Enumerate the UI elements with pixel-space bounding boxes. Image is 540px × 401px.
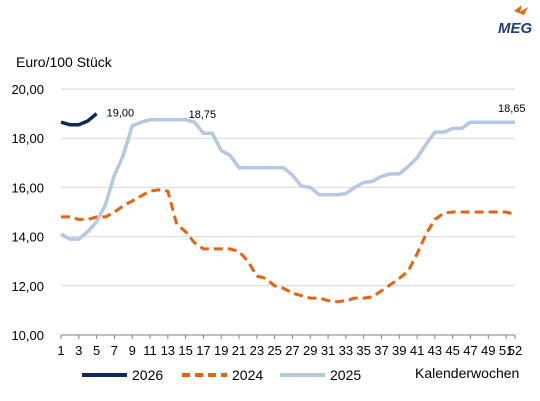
x-tick-label: 45 bbox=[445, 343, 459, 358]
logo-flame-icon bbox=[514, 5, 528, 15]
x-tick-label: 41 bbox=[410, 343, 424, 358]
y-tick-labels: 10,00 12,00 14,00 16,00 18,00 20,00 bbox=[11, 82, 44, 343]
x-tick-label: 33 bbox=[339, 343, 353, 358]
x-tick-label: 27 bbox=[285, 343, 299, 358]
x-tick-label: 17 bbox=[196, 343, 210, 358]
data-label: 18,75 bbox=[189, 109, 217, 121]
y-tick-label: 14,00 bbox=[11, 230, 44, 245]
x-tick-label: 39 bbox=[392, 343, 406, 358]
x-tick-label: 35 bbox=[356, 343, 370, 358]
x-tick-label: 5 bbox=[93, 343, 100, 358]
x-tick-label: 23 bbox=[250, 343, 264, 358]
x-tick-label: 21 bbox=[232, 343, 246, 358]
x-tick-label: 31 bbox=[321, 343, 335, 358]
x-tick-labels: 1 3 5 7 9 11 13 15 17 19 21 23 25 27 29 31 33 35 37 39 41 43 4… bbox=[57, 343, 522, 358]
x-tick-label: 1 bbox=[57, 343, 64, 358]
series-2025-line bbox=[60, 118, 515, 241]
x-axis-label: Kalenderwochen bbox=[415, 365, 519, 381]
legend-label-2026: 2026 bbox=[132, 367, 163, 383]
series-2026-line bbox=[60, 112, 98, 127]
x-tick-label: 47 bbox=[463, 343, 477, 358]
data-annotations: 19,00 18,75 18,65 bbox=[107, 103, 526, 121]
x-tick-label: 29 bbox=[303, 343, 317, 358]
x-tick-label: 13 bbox=[161, 343, 175, 358]
meg-logo: MEG bbox=[498, 5, 533, 37]
y-tick-label: 18,00 bbox=[11, 131, 44, 146]
x-tick-label: 37 bbox=[374, 343, 388, 358]
series-lines bbox=[60, 112, 516, 304]
x-tick-label: 43 bbox=[428, 343, 442, 358]
x-tick-label: 15 bbox=[178, 343, 192, 358]
x-tick-label: 11 bbox=[143, 343, 157, 358]
y-tick-label: 12,00 bbox=[11, 279, 44, 294]
y-tick-label: 16,00 bbox=[11, 180, 44, 195]
y-tick-label: 10,00 bbox=[11, 328, 44, 343]
y-tick-label: 20,00 bbox=[11, 82, 44, 97]
x-tick-label: 52 bbox=[508, 343, 522, 358]
series-2024-line bbox=[61, 188, 516, 304]
x-tick-label: 3 bbox=[75, 343, 82, 358]
x-tick-label: 25 bbox=[267, 343, 281, 358]
x-tick-label: 19 bbox=[214, 343, 228, 358]
gridlines bbox=[61, 88, 515, 287]
x-tick-label: 49 bbox=[481, 343, 495, 358]
x-tick-label: 7 bbox=[111, 343, 118, 358]
legend: 2026 2024 2025 bbox=[82, 367, 361, 383]
x-tick-label: 9 bbox=[129, 343, 136, 358]
data-label: 18,65 bbox=[498, 103, 526, 115]
x-axis bbox=[60, 334, 516, 339]
data-label: 19,00 bbox=[107, 108, 135, 120]
x-tick-label: 51 bbox=[499, 343, 513, 358]
y-axis-label: Euro/100 Stück bbox=[16, 54, 113, 70]
logo-text: MEG bbox=[498, 20, 533, 37]
legend-label-2025: 2025 bbox=[330, 367, 361, 383]
legend-label-2024: 2024 bbox=[232, 367, 263, 383]
